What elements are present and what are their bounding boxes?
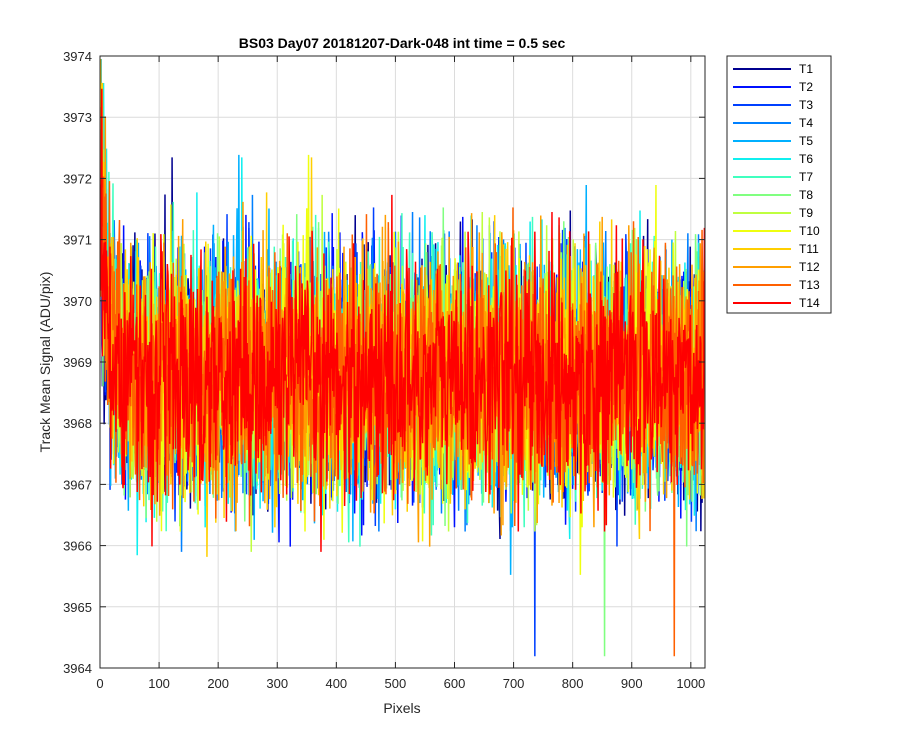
x-axis-label: Pixels [383, 700, 420, 716]
y-tick-label: 3965 [63, 600, 92, 615]
y-tick-label: 3964 [63, 661, 92, 676]
legend-label-t9: T9 [799, 206, 813, 220]
legend-label-t2: T2 [799, 80, 813, 94]
legend-label-t7: T7 [799, 170, 813, 184]
legend-label-t13: T13 [799, 278, 820, 292]
legend-box [727, 56, 831, 313]
y-tick-label: 3969 [63, 355, 92, 370]
legend-label-t1: T1 [799, 62, 813, 76]
y-tick-label: 3970 [63, 294, 92, 309]
y-tick-label: 3966 [63, 539, 92, 554]
y-tick-label: 3974 [63, 49, 92, 64]
y-tick-label: 3967 [63, 477, 92, 492]
legend-label-t10: T10 [799, 224, 820, 238]
x-tick-label: 200 [207, 676, 229, 691]
legend-label-t12: T12 [799, 260, 820, 274]
legend-label-t6: T6 [799, 152, 813, 166]
legend-label-t11: T11 [799, 242, 819, 256]
x-tick-label: 100 [148, 676, 170, 691]
y-tick-label: 3973 [63, 110, 92, 125]
legend-label-t3: T3 [799, 98, 813, 112]
chart-title: BS03 Day07 20181207-Dark-048 int time = … [239, 35, 566, 51]
x-tick-label: 700 [503, 676, 525, 691]
legend-label-t14: T14 [799, 296, 820, 310]
legend[interactable]: T1 T2 T3 T4 T5 T6 T7 T8 T9 T10 T11 T12 T13 T14 [727, 56, 831, 313]
x-tick-label: 900 [621, 676, 643, 691]
x-tick-label: 0 [96, 676, 103, 691]
x-tick-label: 600 [444, 676, 466, 691]
y-tick-label: 3968 [63, 416, 92, 431]
x-tick-label: 500 [385, 676, 407, 691]
legend-label-t4: T4 [799, 116, 813, 130]
y-tick-label: 3972 [63, 171, 92, 186]
legend-label-t8: T8 [799, 188, 813, 202]
y-tick-label: 3971 [63, 233, 92, 248]
legend-label-t5: T5 [799, 134, 813, 148]
x-tick-label: 800 [562, 676, 584, 691]
x-tick-label: 300 [266, 676, 288, 691]
y-axis-label: Track Mean Signal (ADU/pix) [37, 272, 53, 453]
x-tick-label: 1000 [676, 676, 705, 691]
x-tick-label: 400 [325, 676, 347, 691]
